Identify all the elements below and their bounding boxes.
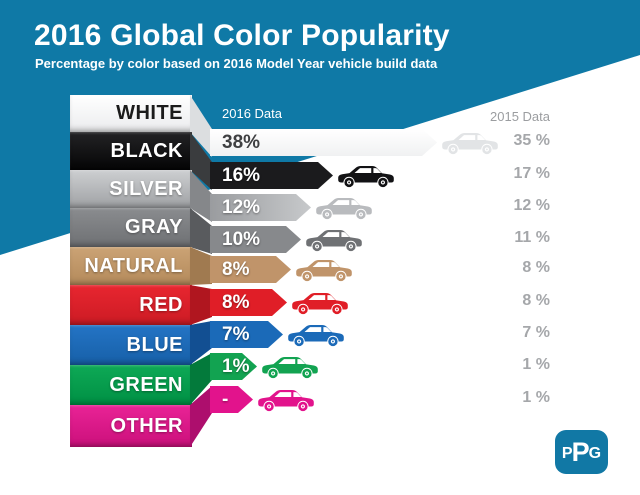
color-plate: GREEN [70,365,192,405]
color-plate: NATURAL [70,247,192,285]
bar-2016: - [210,386,253,413]
value-2015: 8 % [522,292,550,309]
logo-letter: P [571,436,590,467]
page-title: 2016 Global Color Popularity [34,19,450,52]
value-2015: 1 % [522,356,550,373]
value-2015: 7 % [522,324,550,341]
color-plate: RED [70,285,192,325]
color-plate: BLACK [70,132,192,170]
value-2015: 12 % [513,197,550,214]
plate-fold [190,247,212,285]
bar-2016: 8% [210,256,291,283]
bar-2016: 38% [210,129,437,156]
plate-fold [190,285,212,325]
logo-letter: G [588,445,602,462]
value-2015: 17 % [513,165,550,182]
bar-2016: 12% [210,194,311,221]
car-icon [288,325,344,347]
value-2015: 8 % [522,259,550,276]
car-icon [306,230,362,252]
bar-2016: 16% [210,162,333,189]
car-icon [262,357,318,379]
car-icon [338,166,394,188]
car-icon [296,260,352,282]
column-header-2015: 2015 Data [490,109,550,124]
color-plate: GRAY [70,208,192,247]
bar-2016: 1% [210,353,257,380]
column-header-2016: 2016 Data [222,106,282,121]
car-icon [316,198,372,220]
color-plate: SILVER [70,170,192,208]
value-2015: 11 % [514,229,550,246]
logo-letter: P [561,445,573,462]
bar-2016: 10% [210,226,301,253]
bar-2016: 8% [210,289,287,316]
color-plate: BLUE [70,325,192,365]
page-subtitle: Percentage by color based on 2016 Model … [35,56,438,71]
color-plate: WHITE [70,95,192,132]
value-2015: 1 % [522,389,550,406]
bar-2016: 7% [210,321,283,348]
color-plate: OTHER [70,405,192,447]
value-2015: 35 % [513,132,550,149]
car-icon [292,293,348,315]
car-icon [258,390,314,412]
